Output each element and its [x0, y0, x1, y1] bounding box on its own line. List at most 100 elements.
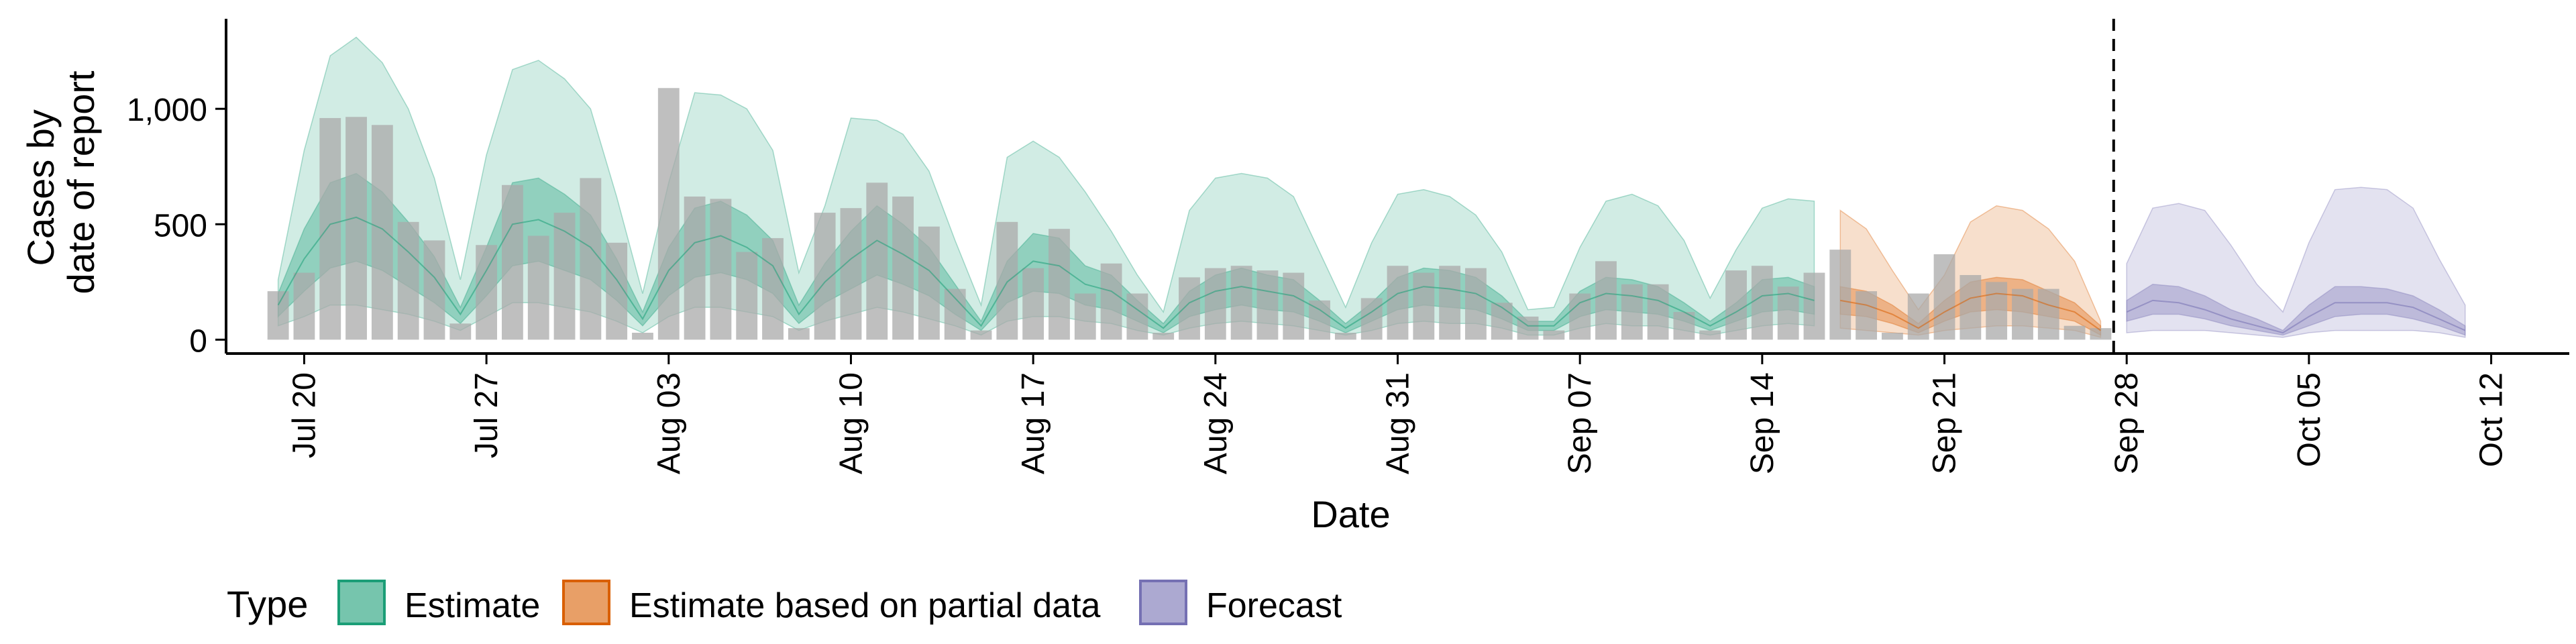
case-bar	[684, 196, 706, 340]
case-bar	[710, 199, 732, 340]
case-bar	[2037, 288, 2059, 340]
case-bar	[1543, 330, 1565, 340]
legend-key-estimate-based-on-partial-data	[562, 580, 610, 625]
legend-label-estimate-based-on-partial-data: Estimate based on partial data	[629, 586, 1101, 625]
case-bar	[527, 235, 549, 340]
x-axis-ticks: Jul 20 Jul 27 Aug 03 Aug 10 Aug 17 Aug 24 Aug …	[286, 354, 2510, 474]
legend-title: Type	[227, 583, 308, 625]
case-bar	[1152, 333, 1175, 340]
y-tick-label: 0	[189, 323, 207, 359]
legend: Type Estimate Estimate based on partial d…	[227, 580, 1342, 625]
case-bar	[449, 323, 472, 340]
x-tick-label: Aug 17	[1016, 372, 1051, 474]
case-bar	[345, 117, 367, 340]
case-bar	[2090, 328, 2112, 340]
case-bar	[657, 88, 680, 340]
case-bar	[788, 328, 810, 340]
case-bar	[762, 237, 784, 340]
x-tick-label: Jul 20	[286, 372, 322, 458]
x-tick-label: Oct 05	[2292, 372, 2327, 467]
case-bar	[1413, 272, 1435, 340]
case-bar	[371, 125, 393, 340]
case-bar	[996, 221, 1018, 340]
x-tick-label: Sep 28	[2109, 372, 2145, 474]
case-bar	[1725, 270, 1747, 340]
case-bar	[1256, 270, 1279, 340]
case-bar	[970, 330, 992, 340]
forecast-band-1	[2126, 283, 2466, 336]
case-bar	[1179, 277, 1200, 340]
case-bar	[1699, 330, 1721, 340]
case-bar	[632, 333, 653, 340]
case-bar	[944, 288, 966, 340]
estimate-based-on-partial-data-median-line	[1840, 292, 2101, 331]
case-bar	[918, 226, 940, 340]
x-tick-label: Aug 03	[651, 372, 687, 474]
y-tick-label: 500	[154, 208, 207, 244]
case-bar	[892, 196, 914, 340]
case-bar	[1283, 272, 1305, 340]
case-bar	[1465, 268, 1487, 340]
case-bar	[840, 208, 862, 340]
case-bar	[1933, 254, 1955, 340]
forecast-median-line	[2126, 299, 2466, 334]
case-bar	[1960, 274, 1982, 340]
case-bar	[2012, 288, 2033, 340]
case-bar	[1569, 293, 1591, 340]
case-bar	[1100, 263, 1122, 340]
estimate-median-line	[277, 216, 1815, 329]
y-axis-title-line-1: Cases by	[19, 109, 62, 266]
case-bar	[866, 182, 888, 340]
case-bar	[553, 213, 576, 340]
x-tick-label: Jul 27	[469, 372, 504, 458]
case-bar	[1673, 312, 1695, 340]
x-tick-label: Sep 14	[1745, 372, 1780, 474]
bars-layer	[267, 88, 2112, 340]
legend-items: Estimate Estimate based on partial data Fo…	[337, 580, 1342, 625]
legend-label-estimate: Estimate	[405, 586, 540, 625]
median-layer	[277, 216, 2466, 334]
y-axis-title-line-2: date of report	[60, 70, 102, 294]
x-tick-label: Aug 31	[1381, 372, 1416, 474]
case-bar	[1829, 250, 1851, 340]
x-tick-label: Sep 21	[1927, 372, 1963, 474]
case-bar	[1309, 300, 1330, 340]
case-bar	[1595, 261, 1617, 340]
legend-label-forecast: Forecast	[1206, 586, 1342, 625]
case-bar	[1439, 266, 1461, 340]
case-bar	[502, 184, 523, 340]
case-bar	[1387, 266, 1409, 340]
case-bar	[1360, 298, 1383, 340]
case-bar	[423, 240, 445, 340]
case-bar	[1491, 303, 1513, 340]
legend-key-forecast	[1139, 580, 1187, 625]
case-bar	[1986, 282, 2008, 340]
forecast-band-2	[2126, 186, 2466, 338]
case-bar	[1621, 284, 1643, 340]
x-tick-label: Aug 10	[833, 372, 869, 474]
y-tick-label: 1,000	[127, 93, 207, 128]
case-bar	[319, 117, 341, 340]
case-bar	[1907, 293, 1929, 340]
case-bar	[267, 291, 289, 340]
case-bar	[1049, 229, 1070, 340]
case-bar	[1647, 284, 1669, 340]
y-axis-title: Cases by date of report	[19, 70, 102, 294]
x-tick-label: Sep 07	[1562, 372, 1598, 474]
case-bar	[2063, 325, 2086, 340]
x-tick-label: Aug 24	[1198, 372, 1234, 474]
case-bar	[1074, 293, 1096, 340]
case-bar	[580, 178, 602, 340]
x-axis-title: Date	[1311, 493, 1390, 535]
case-bar	[397, 221, 419, 340]
case-bar	[736, 252, 758, 340]
x-tick-label: Oct 12	[2474, 372, 2510, 467]
case-bar	[1751, 266, 1773, 340]
case-bar	[1334, 333, 1356, 340]
case-bar	[476, 245, 498, 340]
legend-key-estimate	[337, 580, 386, 625]
case-bar	[1022, 268, 1044, 340]
case-bar	[1204, 268, 1226, 340]
case-bar	[293, 272, 315, 340]
